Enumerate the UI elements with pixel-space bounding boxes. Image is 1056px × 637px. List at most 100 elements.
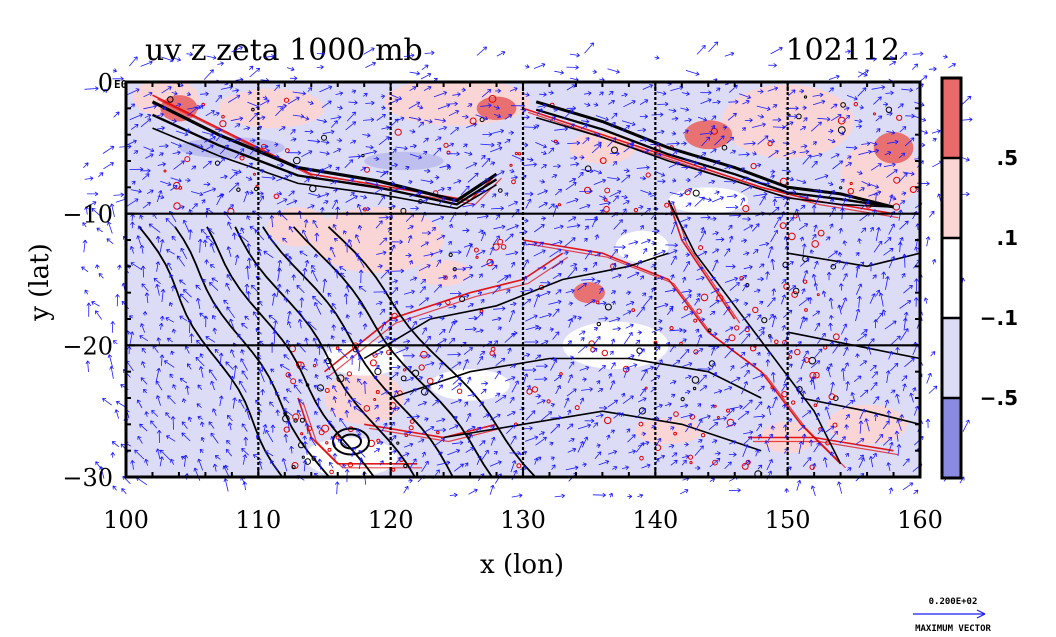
wind-vector xyxy=(156,190,163,203)
wind-vector xyxy=(84,86,99,91)
wind-vector xyxy=(579,365,590,371)
wind-vector xyxy=(468,315,478,321)
wind-vector xyxy=(155,367,161,382)
zeta-patch-16 xyxy=(873,132,914,164)
wind-vector xyxy=(184,128,191,133)
wind-vector xyxy=(489,484,495,495)
wind-vector xyxy=(344,159,354,169)
wind-vector xyxy=(914,246,919,253)
wind-vector xyxy=(464,401,469,407)
wind-vector xyxy=(436,460,451,466)
wind-vector xyxy=(215,94,222,103)
wind-vector xyxy=(639,175,647,181)
wind-vector xyxy=(567,409,572,416)
wind-vector xyxy=(84,206,89,215)
wind-vector xyxy=(619,412,624,417)
wind-vector xyxy=(666,417,673,422)
wind-vector xyxy=(478,229,484,234)
wind-vector xyxy=(715,237,725,242)
wind-vector xyxy=(227,422,233,431)
wind-vector xyxy=(714,190,720,195)
wind-vector xyxy=(726,408,735,417)
wind-vector xyxy=(783,261,794,269)
wind-vector xyxy=(582,462,587,467)
wind-vector xyxy=(669,327,683,333)
wind-vector xyxy=(228,137,242,142)
wind-vector xyxy=(82,222,87,228)
wind-vector xyxy=(226,274,232,281)
vector-key-value: 0.200E+02 xyxy=(929,597,978,607)
wind-vector xyxy=(752,223,760,232)
zeta-speckle xyxy=(574,405,580,411)
wind-vector xyxy=(417,105,424,110)
wind-vector xyxy=(740,197,746,206)
wind-vector xyxy=(102,398,113,406)
wind-vector xyxy=(210,432,219,444)
wind-vector xyxy=(770,229,778,243)
wind-vector xyxy=(868,190,882,197)
wind-vector xyxy=(325,375,333,380)
wind-vector xyxy=(740,185,753,193)
wind-vector xyxy=(640,189,652,196)
wind-vector xyxy=(549,248,562,258)
x-tick-label: 110 xyxy=(235,506,281,534)
wind-vector xyxy=(288,226,294,233)
wind-vector xyxy=(811,376,816,390)
wind-vector xyxy=(850,392,856,403)
wind-vector xyxy=(130,262,143,271)
wind-vector xyxy=(331,302,337,310)
zeta-speckle xyxy=(488,95,497,103)
wind-vector xyxy=(548,90,554,95)
wind-vector xyxy=(855,124,862,129)
wind-vector xyxy=(249,190,254,195)
wind-vector xyxy=(899,200,906,205)
wind-vector xyxy=(857,295,862,308)
wind-vector xyxy=(333,148,342,154)
wind-vector xyxy=(800,358,806,370)
wind-vector xyxy=(932,137,937,142)
wind-vector xyxy=(681,362,693,368)
wind-vector xyxy=(774,195,787,201)
wind-vector xyxy=(264,54,275,59)
wind-vector xyxy=(579,397,585,405)
wind-vector xyxy=(871,148,879,154)
wind-vector xyxy=(307,100,314,105)
wind-vector xyxy=(155,112,164,118)
zeta-speckle xyxy=(761,317,768,324)
zeta-speckle xyxy=(509,163,513,167)
wind-vector xyxy=(240,358,248,371)
wind-vector xyxy=(492,354,497,359)
wind-vector xyxy=(568,318,574,328)
wind-vector xyxy=(481,89,492,98)
wind-vector xyxy=(330,120,338,128)
wind-vector xyxy=(903,317,908,331)
wind-vector xyxy=(403,442,414,448)
wind-vector xyxy=(433,438,445,447)
zeta-speckle xyxy=(742,205,750,213)
wind-vector xyxy=(883,102,889,107)
wind-vector xyxy=(843,346,849,357)
wind-vector xyxy=(509,450,521,456)
wind-vector xyxy=(408,478,413,484)
wind-vector xyxy=(231,46,243,53)
wind-vector xyxy=(554,493,565,499)
wind-vector xyxy=(798,425,806,432)
wind-vector xyxy=(598,460,610,466)
wind-vector xyxy=(112,76,124,82)
colorbar-label: .1 xyxy=(996,226,1018,250)
wind-vector xyxy=(504,114,513,120)
wind-vector xyxy=(902,482,914,491)
wind-vector xyxy=(756,314,762,320)
wind-vector xyxy=(350,139,357,144)
wind-vector xyxy=(186,150,193,156)
wind-vector xyxy=(844,362,849,370)
zeta-speckle xyxy=(700,293,709,302)
zeta-speckle xyxy=(802,279,808,284)
y-axis-label: y (lat) xyxy=(25,243,55,322)
wind-vector xyxy=(837,251,843,257)
zeta-speckle xyxy=(839,186,843,190)
wind-vector xyxy=(345,314,351,319)
wind-vector xyxy=(344,409,350,418)
zeta-speckle xyxy=(391,467,396,472)
wind-vector xyxy=(510,460,517,473)
